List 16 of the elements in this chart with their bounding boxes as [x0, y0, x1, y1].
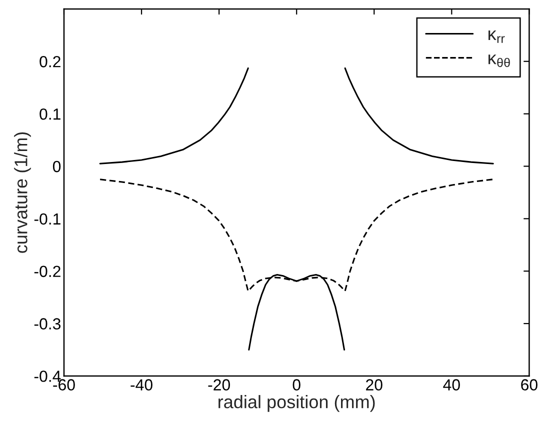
legend-label: κ$_{θθ}$ [488, 54, 510, 68]
x-tick-label: 0 [292, 379, 300, 390]
y-tick-label: 0.1 [40, 108, 60, 120]
y-tick-label: 0 [52, 160, 61, 172]
x-tick-label: -20 [208, 379, 230, 390]
x-tick-label: -40 [130, 379, 152, 390]
y-tick-label: -0.3 [34, 318, 61, 330]
x-tick-label: 40 [443, 379, 460, 390]
y-tick-label: -0.2 [34, 266, 60, 278]
y-axis-title: curvature (1/m) [14, 132, 31, 253]
x-axis-title: radial position (mm) [218, 395, 375, 412]
y-tick-label: 0.2 [40, 56, 60, 68]
y-tick-label: -0.1 [34, 213, 60, 225]
legend-label: κ$_{rr}$ [488, 30, 505, 43]
x-tick-label: 60 [521, 379, 538, 390]
x-tick-label: 20 [366, 379, 382, 390]
